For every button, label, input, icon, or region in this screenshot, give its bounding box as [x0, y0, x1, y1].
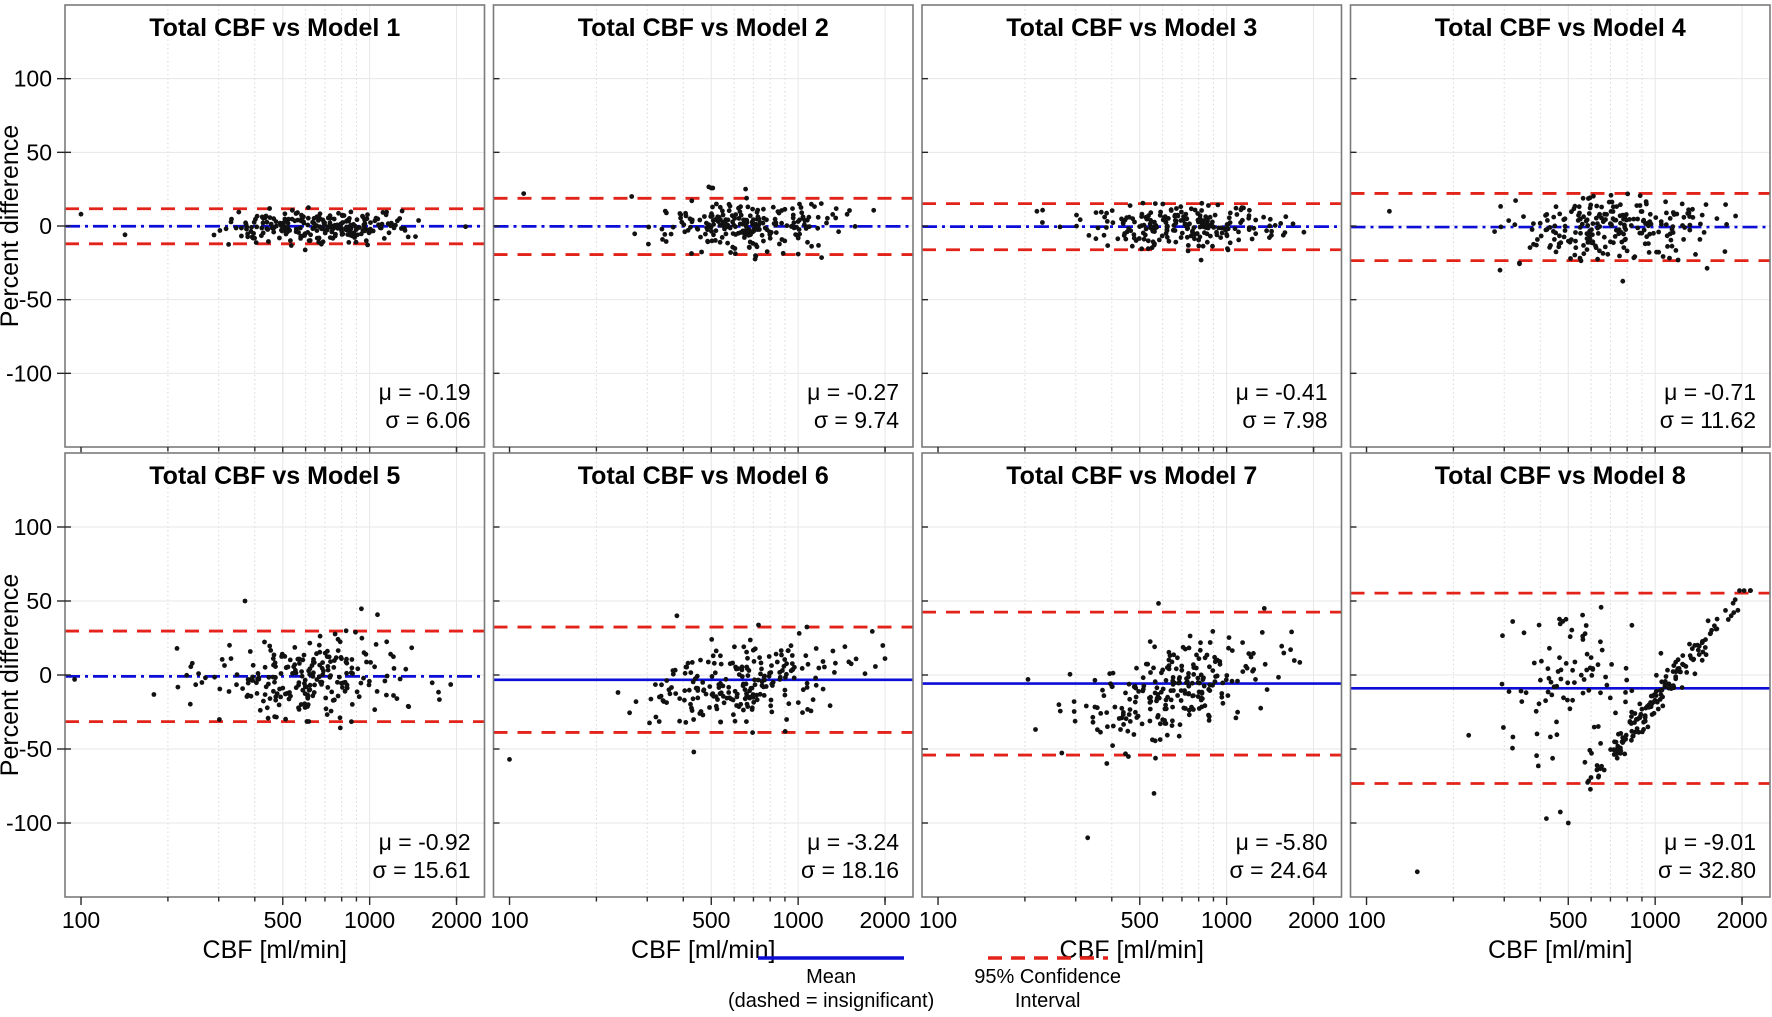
panel-model-1: -100 -50 0 50 100 Total CBF vs Model 1 μ = -0.…	[6, 4, 486, 455]
sigma-value: σ = 9.74	[814, 407, 899, 433]
panel-title: Total CBF vs Model 4	[1435, 14, 1686, 42]
gridlines	[65, 453, 485, 897]
x-axis-label: CBF [ml/min]	[203, 936, 347, 964]
y-tick-label: -50	[19, 736, 52, 762]
gridlines	[922, 453, 1342, 897]
axis-ticks	[493, 77, 886, 455]
x-tick-label: 2000	[859, 907, 910, 933]
x-tick-label: 1000	[1201, 907, 1252, 933]
legend-ci-sublabel: Interval	[1014, 989, 1081, 1012]
panel-model-5: 100 500 1000 2000 CBF [ml/min] -100 -50 0 50 100 T…	[6, 452, 486, 964]
mu-value: μ = -5.80	[1236, 829, 1328, 855]
axis-ticks	[57, 526, 458, 905]
scatter-points	[78, 205, 468, 253]
legend-item-mean: Mean (dashed = insignificant)	[728, 954, 934, 1013]
y-tick-label: 100	[14, 66, 52, 92]
y-tick-label: 0	[39, 662, 52, 688]
mu-value: μ = -0.19	[379, 379, 471, 405]
axis-ticks	[1350, 526, 1743, 905]
legend-ci-label: 95% Confidence	[974, 966, 1122, 988]
sigma-value: σ = 11.62	[1660, 407, 1756, 433]
x-axis-label: CBF [ml/min]	[631, 936, 775, 964]
panel-title: Total CBF vs Model 2	[578, 14, 829, 42]
y-axis-label: Percent difference	[0, 574, 24, 776]
y-axis-label: Percent difference	[0, 125, 24, 327]
x-tick-label: 100	[490, 907, 528, 933]
panel-title: Total CBF vs Model 5	[149, 462, 400, 490]
x-tick-label: 100	[919, 907, 957, 933]
mean-line-swatch	[758, 956, 905, 960]
x-tick-label: 100	[1347, 907, 1385, 933]
panel-model-8: 100 500 1000 2000 CBF [ml/min] Total CBF vs M…	[1347, 452, 1771, 964]
x-tick-label: 1000	[344, 907, 395, 933]
sigma-value: σ = 18.16	[801, 857, 899, 883]
scatter-points	[1414, 588, 1753, 875]
sigma-value: σ = 32.80	[1658, 857, 1756, 883]
x-tick-label: 500	[1121, 907, 1159, 933]
legend-item-ci: 95% Confidence Interval	[974, 954, 1121, 1013]
gridlines	[1350, 5, 1770, 447]
sigma-value: σ = 6.06	[385, 407, 470, 433]
panel-model-4: Total CBF vs Model 4 μ = -0.71σ = 11.62	[1349, 4, 1771, 455]
panel-model-6: 100 500 1000 2000 CBF [ml/min] Total CBF vs M…	[490, 452, 914, 964]
mu-value: μ = -3.24	[807, 829, 899, 855]
x-tick-label: 2000	[431, 907, 482, 933]
sigma-value: σ = 7.98	[1242, 407, 1327, 433]
panel-title: Total CBF vs Model 8	[1435, 462, 1686, 490]
axis-ticks	[493, 526, 886, 905]
scatter-points	[1025, 601, 1303, 841]
panel-model-3: Total CBF vs Model 3 μ = -0.41σ = 7.98	[921, 4, 1343, 455]
y-tick-label: -100	[6, 810, 52, 836]
axis-ticks	[922, 526, 1315, 905]
mu-value: μ = -0.41	[1236, 379, 1328, 405]
y-tick-label: -100	[6, 360, 52, 386]
panel-title: Total CBF vs Model 7	[1006, 462, 1257, 490]
scatter-points	[1387, 191, 1738, 284]
scatter-points	[72, 598, 454, 731]
x-tick-label: 500	[264, 907, 302, 933]
y-tick-label: 100	[14, 514, 52, 540]
panel-model-2: Total CBF vs Model 2 μ = -0.27σ = 9.74	[492, 4, 914, 455]
axis-ticks	[922, 77, 1315, 455]
x-tick-label: 500	[692, 907, 730, 933]
legend-mean-sublabel: (dashed = insignificant)	[728, 989, 935, 1012]
sigma-value: σ = 24.64	[1230, 857, 1328, 883]
x-tick-label: 500	[1549, 907, 1587, 933]
panel-title: Total CBF vs Model 6	[578, 462, 829, 490]
x-tick-label: 2000	[1716, 907, 1767, 933]
x-tick-label: 2000	[1288, 907, 1339, 933]
y-tick-label: 0	[39, 213, 52, 239]
x-tick-label: 1000	[773, 907, 824, 933]
mu-value: μ = -0.27	[807, 379, 899, 405]
mu-value: μ = -9.01	[1664, 829, 1756, 855]
mu-value: μ = -0.71	[1664, 379, 1756, 405]
mu-value: μ = -0.92	[379, 829, 471, 855]
y-tick-label: 50	[26, 139, 52, 165]
scatter-points	[521, 184, 877, 262]
sigma-value: σ = 15.61	[373, 857, 471, 883]
x-tick-label: 100	[62, 907, 100, 933]
x-tick-label: 1000	[1630, 907, 1681, 933]
ci-line-swatch	[987, 956, 1108, 960]
scatter-points	[507, 613, 888, 762]
panel-title: Total CBF vs Model 3	[1006, 14, 1257, 42]
y-tick-label: 50	[26, 588, 52, 614]
legend: Mean (dashed = insignificant) 95% Confid…	[728, 954, 1121, 1013]
y-tick-label: -50	[19, 287, 52, 313]
x-axis-label: CBF [ml/min]	[1488, 936, 1632, 964]
panel-title: Total CBF vs Model 1	[149, 14, 400, 42]
legend-mean-label: Mean	[806, 966, 857, 988]
scatter-points	[1034, 200, 1307, 263]
